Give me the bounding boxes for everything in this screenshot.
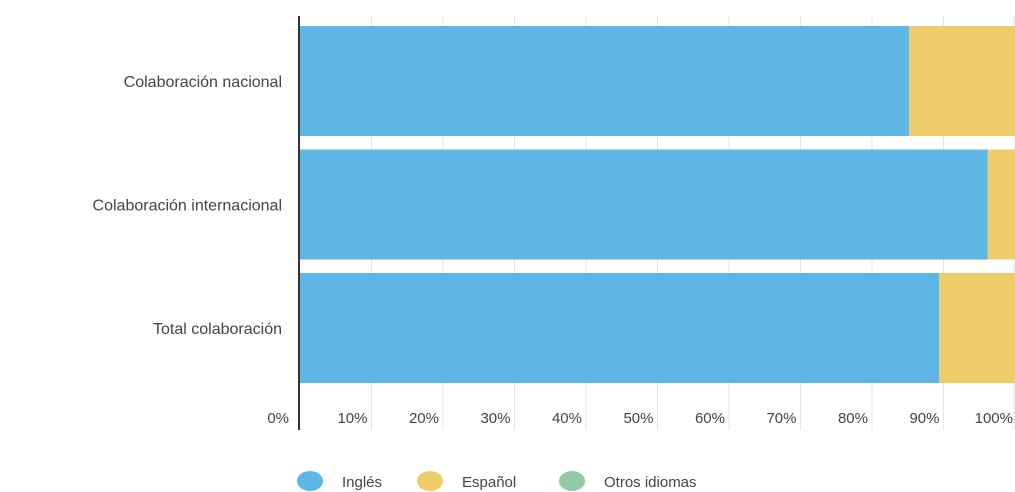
x-tick-labels: 0% 10% 20% 30% 40% 50% 60% 70% 80% 90% 100% — [267, 410, 1013, 427]
x-tick-label-5: 50% — [623, 410, 653, 427]
legend-label-2[interactable]: Otros idiomas — [604, 474, 697, 491]
category-label-1: Colaboración internacional — [93, 198, 282, 215]
legend-label-0[interactable]: Inglés — [342, 474, 382, 491]
bar-0-1[interactable] — [300, 149, 988, 260]
legend-label-1[interactable]: Español — [462, 474, 516, 491]
bar-1-2[interactable] — [939, 273, 1015, 383]
bar-0-2[interactable] — [300, 273, 940, 383]
x-tick-label-8: 80% — [838, 410, 868, 427]
x-tick-label-7: 70% — [766, 410, 796, 427]
legend-swatch-1[interactable] — [417, 471, 443, 491]
bar-0-0[interactable] — [300, 26, 910, 136]
x-tick-label-4: 40% — [552, 410, 582, 427]
legend: Inglés Español Otros idiomas — [297, 471, 697, 491]
bar-1-1[interactable] — [987, 149, 1015, 260]
category-label-0: Colaboración nacional — [124, 74, 282, 91]
category-label-2: Total colaboración — [153, 321, 282, 338]
x-tick-label-10: 100% — [975, 410, 1013, 427]
bar-1-0[interactable] — [909, 26, 1015, 136]
x-tick-label-0: 0% — [267, 410, 289, 427]
x-tick-label-1: 10% — [337, 410, 367, 427]
x-tick-label-2: 20% — [409, 410, 439, 427]
bars — [300, 26, 1015, 383]
legend-swatch-2[interactable] — [559, 471, 585, 491]
x-tick-label-6: 60% — [695, 410, 725, 427]
x-tick-label-9: 90% — [909, 410, 939, 427]
x-tick-label-3: 30% — [480, 410, 510, 427]
category-labels: Colaboración nacional Colaboración intern… — [93, 74, 282, 338]
legend-swatch-0[interactable] — [297, 471, 323, 491]
